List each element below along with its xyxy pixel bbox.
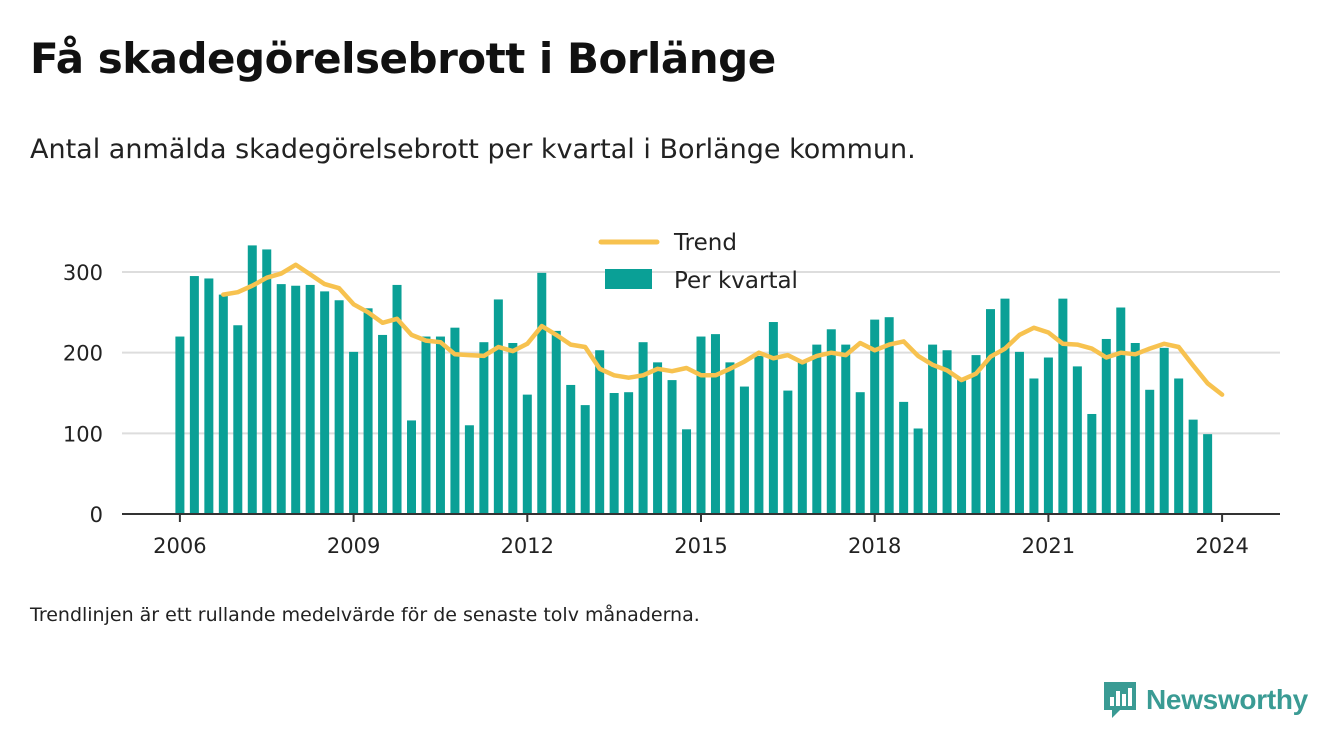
bar (899, 401, 909, 514)
newsworthy-logo-icon (1104, 682, 1136, 718)
x-tick-label: 2009 (327, 534, 380, 558)
chart-subtitle: Antal anmälda skadegörelsebrott per kvar… (30, 134, 916, 165)
bar (653, 362, 663, 514)
bar (739, 386, 749, 514)
y-tick-label: 200 (63, 342, 103, 366)
bar (1101, 338, 1111, 514)
bar (768, 322, 778, 514)
bar (826, 329, 836, 514)
bar (522, 394, 532, 514)
bar (218, 294, 228, 514)
bar (870, 319, 880, 514)
bar (189, 276, 199, 514)
bar (1043, 357, 1053, 514)
bar (392, 284, 402, 514)
bar (957, 378, 967, 514)
bar (1145, 389, 1155, 514)
bar (247, 245, 257, 514)
bar (624, 392, 634, 514)
bar (508, 343, 518, 514)
bar (320, 291, 330, 514)
bar (305, 284, 315, 514)
legend: Trend Per kvartal (598, 230, 798, 294)
chart-area: 0 100 200 300 2006 2009 2012 2015 2018 2021 2024 T… (63, 230, 1280, 558)
bar (363, 308, 373, 514)
bar-series (175, 245, 1213, 515)
bar (421, 336, 431, 514)
bar (479, 342, 489, 514)
y-tick-label: 300 (63, 261, 103, 285)
bar (378, 334, 388, 514)
bar (334, 300, 344, 514)
bar (349, 351, 359, 514)
bar (566, 384, 576, 514)
trend-line (221, 262, 1225, 397)
bar (1174, 378, 1184, 514)
bar (276, 284, 286, 514)
bar (696, 336, 706, 514)
bar (971, 355, 981, 514)
bar (1188, 419, 1198, 514)
bar (262, 249, 272, 515)
x-tick-label: 2024 (1195, 534, 1248, 558)
bar (450, 327, 460, 514)
bar (928, 344, 938, 514)
bar (682, 429, 692, 514)
x-tick-label: 2006 (153, 534, 206, 558)
bar (1203, 434, 1213, 514)
axes: 0 100 200 300 2006 2009 2012 2015 2018 2021 2024 (63, 261, 1280, 558)
bar (1130, 343, 1140, 514)
bar (537, 272, 547, 514)
bar (551, 330, 561, 514)
x-tick-label: 2015 (674, 534, 727, 558)
brand-logo: Newsworthy (1102, 680, 1308, 720)
bar (493, 299, 503, 514)
x-tick-label: 2012 (501, 534, 554, 558)
bar (797, 361, 807, 514)
bar (595, 350, 605, 514)
bar (1014, 351, 1024, 514)
y-tick-label: 0 (90, 503, 103, 527)
legend-trend-label: Trend (673, 230, 737, 256)
bar (1116, 307, 1126, 514)
bar (884, 317, 894, 514)
brand-name: Newsworthy (1146, 684, 1308, 715)
bar (783, 390, 793, 514)
bar (1058, 298, 1068, 514)
bar (1072, 366, 1082, 514)
x-tick-label: 2021 (1022, 534, 1075, 558)
footnote: Trendlinjen är ett rullande medelvärde f… (30, 604, 700, 626)
trend-series (221, 262, 1225, 397)
bar (855, 392, 865, 514)
bar (204, 278, 214, 514)
bar (175, 336, 185, 514)
bar (942, 350, 952, 514)
bar (580, 405, 590, 514)
bar (1159, 347, 1169, 514)
bar (609, 393, 619, 514)
bar (407, 420, 416, 514)
chart-title: Få skadegörelsebrott i Borlänge (30, 34, 776, 83)
bar (1087, 413, 1097, 514)
bar (667, 380, 677, 514)
bar (638, 342, 648, 514)
bar (464, 425, 474, 514)
bar (1000, 298, 1010, 514)
legend-bar-label: Per kvartal (674, 268, 798, 294)
bar (841, 344, 851, 514)
y-tick-label: 100 (63, 422, 103, 446)
bar (291, 285, 301, 514)
bar (1029, 378, 1039, 514)
bar (986, 309, 995, 514)
legend-bar-swatch (605, 269, 652, 289)
bar (754, 355, 764, 514)
bar (812, 344, 822, 514)
x-tick-label: 2018 (848, 534, 901, 558)
bar (725, 362, 735, 514)
bar (233, 325, 243, 514)
bar (710, 334, 720, 514)
bar (913, 428, 923, 514)
bar (435, 336, 445, 514)
